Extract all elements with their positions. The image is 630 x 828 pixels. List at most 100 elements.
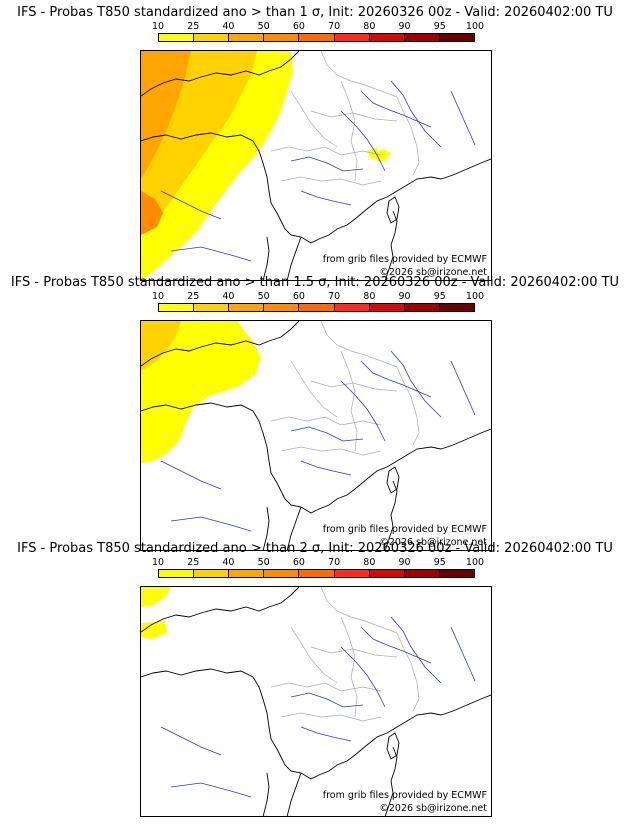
colorbar-segment xyxy=(439,34,474,41)
corsica-outline xyxy=(386,466,400,494)
colorbar-segment xyxy=(194,570,230,577)
colorbar-segment xyxy=(229,34,265,41)
data-source-credit: from grib files provided by ECMWF xyxy=(322,524,487,535)
panel-2: IFS - Probas T850 standardized ano > tha… xyxy=(0,275,630,551)
panel-1: IFS - Probas T850 standardized ano > tha… xyxy=(0,5,630,281)
map-canvas xyxy=(141,321,491,550)
colorbar-segment xyxy=(334,34,370,41)
colorbar-tick-label: 80 xyxy=(363,557,376,568)
river xyxy=(300,460,352,476)
admin-border xyxy=(290,90,338,148)
corsica-outline xyxy=(386,196,400,224)
admin-border xyxy=(310,110,398,122)
river xyxy=(290,156,364,172)
river xyxy=(360,90,432,128)
colorbar-tick-label: 60 xyxy=(292,557,305,568)
colorbar-segment xyxy=(264,34,300,41)
admin-border xyxy=(340,80,358,182)
coastline xyxy=(141,51,491,280)
colorbar-segment xyxy=(229,570,265,577)
colorbar-tick-label: 90 xyxy=(398,291,411,302)
colorbar-labels: 10 25 40 50 60 70 80 90 95 100 xyxy=(138,292,500,302)
colorbar-tick-label: 50 xyxy=(257,21,270,32)
river xyxy=(300,190,352,206)
colorbar-tick-label: 100 xyxy=(465,21,485,32)
colorbar-segment xyxy=(404,304,440,311)
colorbar-segment xyxy=(439,570,474,577)
river xyxy=(360,360,432,398)
colorbar-segment xyxy=(439,304,474,311)
colorbar-segment xyxy=(369,304,405,311)
colorbar-segment xyxy=(159,570,195,577)
colorbar-tick-label: 70 xyxy=(328,291,341,302)
river xyxy=(170,516,252,532)
probability-area xyxy=(141,191,163,235)
river xyxy=(170,782,252,798)
panel-3: IFS - Probas T850 standardized ano > tha… xyxy=(0,541,630,817)
map-canvas xyxy=(141,51,491,280)
colorbar-tick-label: 100 xyxy=(465,557,485,568)
copyright-credit: ©2026 sb@irizone.net xyxy=(379,803,487,814)
copyright-credit: ©2026 sb@irizone.net xyxy=(379,267,487,278)
colorbar-tick-label: 50 xyxy=(257,557,270,568)
river xyxy=(160,190,222,220)
colorbar-tick-label: 10 xyxy=(151,291,165,302)
colorbar-segment xyxy=(229,304,265,311)
colorbar-tick-label: 80 xyxy=(363,21,376,32)
admin-border xyxy=(320,587,420,712)
admin-border xyxy=(270,146,382,156)
probability-map: from grib files provided by ECMWF ©2026 … xyxy=(140,320,492,551)
colorbar-segment xyxy=(369,570,405,577)
colorbar-tick-label: 25 xyxy=(187,291,200,302)
colorbar-tick-label: 25 xyxy=(187,557,200,568)
colorbar-segment xyxy=(159,34,195,41)
admin-border xyxy=(320,321,420,446)
colorbar-segment xyxy=(264,304,300,311)
colorbar-tick-label: 70 xyxy=(328,21,341,32)
river xyxy=(170,246,252,262)
admin-border xyxy=(290,626,338,684)
colorbar-tick-label: 70 xyxy=(328,557,341,568)
colorbar-tick-label: 40 xyxy=(222,21,235,32)
data-source-credit: from grib files provided by ECMWF xyxy=(322,790,487,801)
probability-area xyxy=(141,621,167,639)
colorbar xyxy=(158,33,475,42)
river xyxy=(390,350,442,418)
colorbar-tick-label: 95 xyxy=(433,21,446,32)
colorbar-tick-label: 80 xyxy=(363,291,376,302)
colorbar-labels: 10 25 40 50 60 70 80 90 95 100 xyxy=(138,22,500,32)
colorbar-tick-label: 25 xyxy=(187,21,200,32)
panel-title: IFS - Probas T850 standardized ano > tha… xyxy=(17,5,613,20)
colorbar-tick-label: 10 xyxy=(151,21,165,32)
river xyxy=(390,80,442,148)
river xyxy=(450,90,476,146)
river xyxy=(290,426,364,442)
colorbar-tick-label: 60 xyxy=(292,291,305,302)
probability-area xyxy=(373,149,391,161)
river xyxy=(340,110,386,172)
colorbar-segment xyxy=(404,570,440,577)
colorbar-tick-label: 95 xyxy=(433,291,446,302)
colorbar xyxy=(158,569,475,578)
colorbar-tick-label: 95 xyxy=(433,557,446,568)
colorbar-labels: 10 25 40 50 60 70 80 90 95 100 xyxy=(138,558,500,568)
data-source-credit: from grib files provided by ECMWF xyxy=(322,254,487,265)
admin-border xyxy=(280,712,382,722)
river xyxy=(340,380,386,442)
admin-border xyxy=(320,51,420,176)
probability-map: from grib files provided by ECMWF ©2026 … xyxy=(140,586,492,817)
river xyxy=(340,646,386,708)
colorbar-segment xyxy=(299,34,335,41)
colorbar-tick-label: 90 xyxy=(398,21,411,32)
probability-area xyxy=(141,321,261,463)
river xyxy=(450,360,476,416)
river xyxy=(300,726,352,742)
colorbar-segment xyxy=(299,304,335,311)
colorbar-tick-label: 40 xyxy=(222,291,235,302)
map-canvas xyxy=(141,587,491,816)
colorbar-tick-label: 60 xyxy=(292,21,305,32)
colorbar xyxy=(158,303,475,312)
panel-title: IFS - Probas T850 standardized ano > tha… xyxy=(10,275,620,290)
river xyxy=(450,626,476,682)
colorbar-segment xyxy=(264,570,300,577)
